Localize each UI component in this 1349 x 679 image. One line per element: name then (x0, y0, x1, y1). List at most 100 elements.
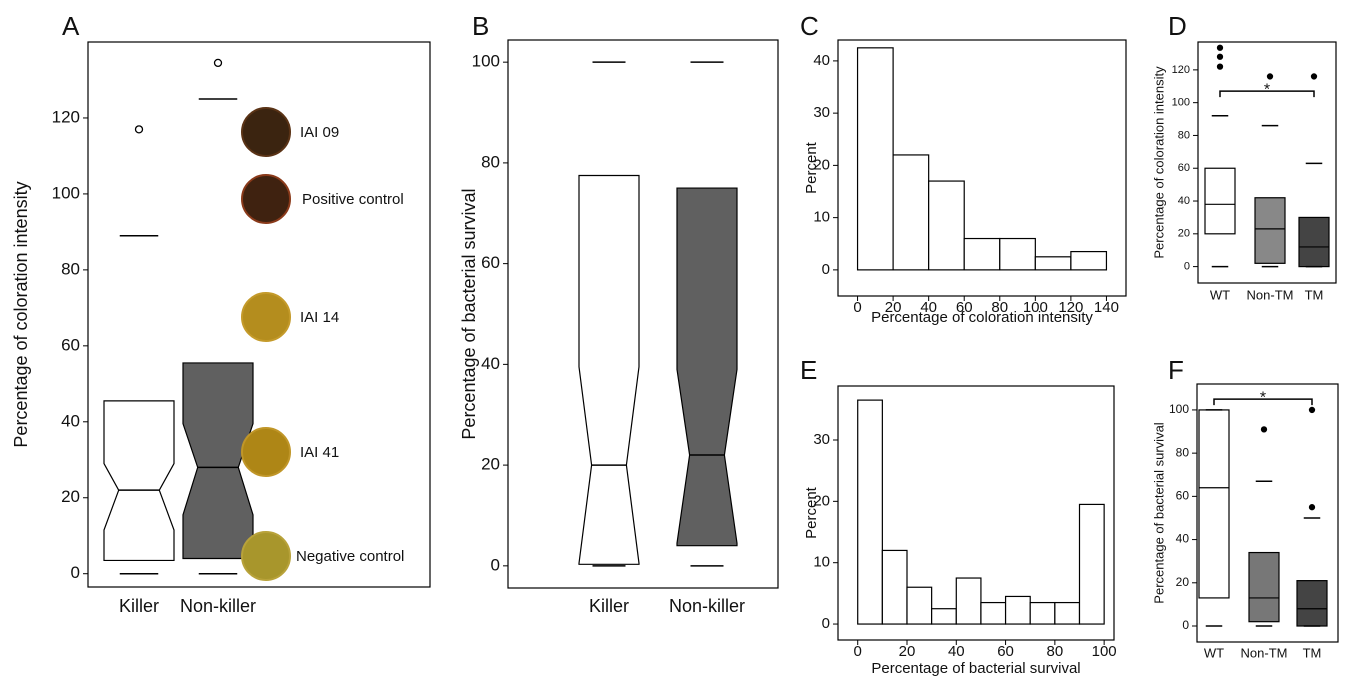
category-label: TM (1305, 287, 1324, 302)
category-label: WT (1210, 287, 1230, 302)
colony-image (241, 107, 291, 157)
plot-frame (507, 39, 779, 589)
y-tick-label: 60 (1176, 489, 1190, 503)
histogram-bar (928, 180, 965, 271)
y-tick-label: 40 (1176, 532, 1190, 546)
y-axis-label: Percentage of bacterial survival (459, 188, 479, 439)
y-tick-label: 20 (1176, 575, 1190, 589)
histogram-bar (980, 601, 1007, 625)
outlier (1216, 53, 1224, 60)
colony-image (241, 292, 291, 342)
panel-letter: D (1168, 11, 1187, 41)
category-label: Killer (589, 596, 629, 616)
x-tick-label: 60 (997, 643, 1014, 660)
significance-bracket (1219, 90, 1315, 98)
x-tick-label: 60 (956, 299, 973, 316)
histogram-bar (1054, 601, 1081, 625)
outlier (1308, 406, 1316, 414)
outlier (1310, 73, 1318, 80)
image-label: IAI 41 (300, 444, 339, 461)
x-axis-label: Percentage of coloration intensity (871, 309, 1093, 326)
y-tick-label: 20 (813, 492, 830, 509)
image-label: IAI 09 (300, 124, 339, 141)
y-tick-label: 0 (822, 615, 830, 632)
plot-frame (1196, 383, 1339, 643)
y-tick-label: 20 (481, 455, 500, 474)
y-tick-label: 60 (1178, 162, 1190, 174)
plot-frame (1197, 41, 1337, 284)
y-tick-label: 20 (813, 156, 830, 173)
significance-label: * (1264, 81, 1270, 98)
box (1298, 216, 1330, 268)
outlier (213, 58, 223, 68)
colony-image (241, 531, 291, 581)
box (1198, 409, 1230, 599)
histogram-bar (881, 549, 908, 625)
notched-box (676, 187, 738, 547)
category-label: Non-killer (669, 596, 745, 616)
image-label: IAI 14 (300, 309, 339, 326)
y-tick-label: 10 (813, 554, 830, 571)
category-label: Killer (119, 596, 159, 616)
category-label: TM (1303, 645, 1322, 660)
outlier (1266, 73, 1274, 80)
y-tick-label: 10 (813, 209, 830, 226)
image-label: Negative control (296, 548, 404, 565)
histogram-bar (1004, 595, 1031, 625)
y-tick-label: 100 (472, 52, 500, 71)
x-tick-label: 140 (1094, 299, 1119, 316)
panel-letter: C (800, 11, 819, 41)
y-tick-label: 40 (1178, 195, 1190, 207)
y-axis-label: Percentage of coloration intensity (1151, 66, 1166, 259)
x-tick-label: 0 (854, 643, 862, 660)
panel-letter: A (62, 11, 80, 41)
panel-letter: F (1168, 355, 1184, 385)
x-tick-label: 40 (920, 299, 937, 316)
plot-frame (87, 41, 431, 588)
histogram-bar (963, 237, 1001, 271)
plot-frame (837, 39, 1127, 297)
x-tick-label: 100 (1092, 643, 1117, 660)
category-label: Non-TM (1241, 645, 1288, 660)
box (1254, 197, 1286, 264)
outlier (1308, 504, 1316, 511)
x-tick-label: 40 (948, 643, 965, 660)
x-tick-label: 20 (885, 299, 902, 316)
box (1296, 580, 1328, 627)
y-tick-label: 80 (481, 152, 500, 171)
outlier (1260, 426, 1268, 433)
x-tick-label: 100 (1023, 299, 1048, 316)
x-tick-label: 20 (899, 643, 916, 660)
category-label: Non-killer (180, 596, 256, 616)
y-tick-label: 80 (1178, 129, 1190, 141)
notched-box (578, 174, 640, 565)
y-tick-label: 0 (822, 261, 830, 278)
y-tick-label: 0 (1184, 261, 1190, 273)
box (1248, 551, 1280, 623)
outlier (134, 125, 144, 134)
y-tick-label: 100 (1172, 97, 1190, 109)
histogram-bar (856, 47, 894, 271)
plot-frame (837, 385, 1115, 641)
category-label: Non-TM (1247, 287, 1294, 302)
panel-letter: E (800, 355, 817, 385)
x-tick-label: 80 (991, 299, 1008, 316)
y-axis-label: Percent (803, 141, 820, 194)
histogram-bar (1070, 250, 1108, 271)
y-tick-label: 80 (1176, 445, 1190, 459)
y-tick-label: 40 (813, 52, 830, 69)
y-tick-label: 100 (1169, 402, 1189, 416)
histogram-bar (1078, 503, 1105, 625)
y-tick-label: 30 (813, 431, 830, 448)
colony-image (241, 427, 291, 477)
y-tick-label: 120 (1172, 64, 1190, 76)
y-axis-label: Percentage of bacterial survival (1151, 422, 1166, 603)
histogram-bar (1034, 256, 1072, 271)
significance-label: * (1260, 389, 1266, 406)
y-tick-label: 0 (491, 555, 500, 574)
y-tick-label: 40 (61, 411, 80, 430)
significance-bracket (1213, 398, 1313, 406)
y-axis-label: Percentage of coloration intensity (11, 181, 31, 447)
y-tick-label: 60 (481, 253, 500, 272)
